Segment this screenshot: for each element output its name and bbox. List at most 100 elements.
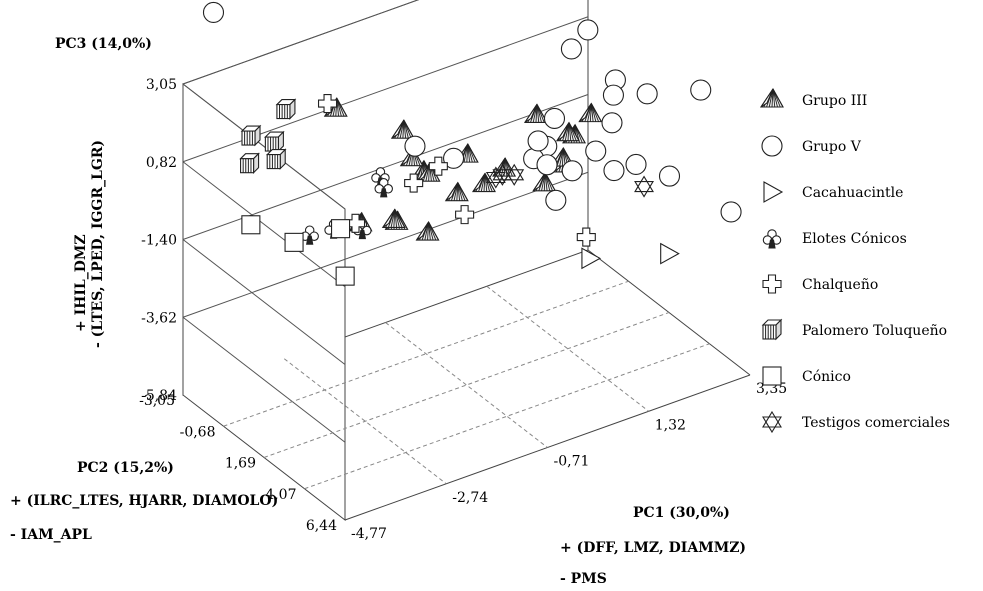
chart-legend: Grupo III Grupo V Cacahuacintle Elotes Cóni… xyxy=(759,87,950,434)
legend-marker-pyramid xyxy=(759,87,784,108)
pc2-tick-label: 4,07 xyxy=(265,487,296,503)
data-point-circle xyxy=(585,140,607,162)
pc2-tick-label: 1,69 xyxy=(225,456,256,472)
data-point-circle xyxy=(443,147,465,169)
legend-label: Grupo V xyxy=(802,139,862,155)
data-point-circle xyxy=(561,160,583,182)
pc1-tick-label: -0,71 xyxy=(554,454,590,470)
data-point-cube xyxy=(265,148,287,170)
pc1-tick-label: -4,77 xyxy=(351,526,387,542)
data-point-circle xyxy=(560,38,582,60)
data-point-cube xyxy=(239,152,260,175)
data-point-circle xyxy=(690,79,712,101)
pc3-tick-label: 3,05 xyxy=(146,77,177,93)
data-point-pyramid xyxy=(444,181,469,202)
floor-gridline xyxy=(304,343,710,490)
pc1-tick-label: -2,74 xyxy=(452,490,488,506)
floor-gridline xyxy=(385,322,548,448)
data-point-cross xyxy=(455,205,475,225)
data-point-circle xyxy=(603,160,625,182)
data-point-pyramid xyxy=(578,102,603,123)
pc3-tick-label: -1,40 xyxy=(141,233,177,249)
pc3-gridline xyxy=(182,0,420,85)
pc3-tick-label: -5,84 xyxy=(141,388,177,404)
legend-item: Grupo III xyxy=(759,87,867,109)
legend-label: Palomero Toluqueño xyxy=(802,323,947,339)
legend-label: Chalqueño xyxy=(802,277,878,293)
chart-axis-titles: PC3 (14,0%) + IHIL_DMZ - (LTES, LPED, IG… xyxy=(10,36,746,587)
data-point-circle xyxy=(577,19,599,41)
pc2-tick-label: 6,44 xyxy=(306,518,337,534)
floor-gridline xyxy=(263,312,670,458)
data-point-cross xyxy=(428,156,448,176)
floor-gridline xyxy=(223,280,629,427)
legend-label: Elotes Cónicos xyxy=(802,231,907,247)
data-point-cube xyxy=(264,130,285,153)
pc3-tick-label: 0,82 xyxy=(146,155,177,171)
data-point-circle xyxy=(527,130,549,152)
pc2-axis-label: PC2 (15,2%) xyxy=(77,460,174,476)
legend-marker-star6 xyxy=(762,410,782,434)
data-point-circle xyxy=(658,165,681,187)
data-point-circle xyxy=(636,83,658,105)
data-point-circle xyxy=(720,201,742,223)
data-point-circle xyxy=(536,154,558,176)
data-point-circle xyxy=(202,1,225,23)
data-point-cross xyxy=(404,173,424,193)
data-point-circle xyxy=(601,112,623,134)
data-point-pyramid xyxy=(415,221,440,241)
data-point-cross xyxy=(576,227,596,247)
data-point-square xyxy=(335,266,355,286)
pc1-tick-label: 1,32 xyxy=(655,417,686,433)
pc2-tick-label: -3,05 xyxy=(139,393,175,409)
data-point-pyramid xyxy=(390,119,415,139)
legend-item: Cacahuacintle xyxy=(763,181,903,203)
data-point-triangle-right xyxy=(660,242,680,265)
pc3-axis-sublabel-plus: + IHIL_DMZ xyxy=(73,234,89,332)
legend-label: Cónico xyxy=(802,369,851,385)
legend-item: Elotes Cónicos xyxy=(762,229,907,249)
legend-label: Cacahuacintle xyxy=(802,185,903,201)
data-point-cube xyxy=(275,98,297,120)
data-point-pyramid xyxy=(471,172,496,193)
data-point-cube xyxy=(240,124,262,147)
data-point-circle xyxy=(404,135,426,157)
data-point-circle xyxy=(625,153,647,176)
floor-gridline xyxy=(486,285,650,412)
pc3-gridline xyxy=(182,161,346,288)
pc3-gridline xyxy=(182,171,589,318)
legend-item: Palomero Toluqueño xyxy=(761,318,947,341)
data-point-triangle-right xyxy=(581,247,602,270)
legend-marker-circle xyxy=(761,135,783,157)
data-point-square xyxy=(331,219,351,239)
legend-item: Cónico xyxy=(762,366,851,386)
pc1-axis-sublabel-plus: + (DFF, LMZ, DIAMMZ) xyxy=(560,540,746,556)
pc3-axis-sublabel-minus: - (LTES, LPED, IGGR_LGR) xyxy=(90,140,106,348)
data-point-pyramid xyxy=(523,103,548,123)
pc3-axis-label: PC3 (14,0%) xyxy=(55,36,152,52)
pc2-axis-sublabel-minus: - IAM_APL xyxy=(10,527,92,543)
legend-label: Grupo III xyxy=(802,93,867,109)
data-point-circle xyxy=(543,107,566,129)
pc2-tick-label: -0,68 xyxy=(180,424,216,440)
chart-tick-labels: -5,84 -3,62 -1,40 0,82 3,05 -3,05 -0,68 1,69 4,0… xyxy=(139,77,787,542)
data-point-pyramid xyxy=(381,208,406,228)
floor-gridline xyxy=(283,358,447,485)
data-point-circle xyxy=(602,84,624,106)
data-point-star6 xyxy=(492,163,513,186)
chart-gridlines xyxy=(182,0,710,490)
data-point-square xyxy=(241,215,261,235)
pc2-axis-sublabel-plus: + (ILRC_LTES, HJARR, DIAMOLO) xyxy=(10,493,278,509)
pc1-axis-sublabel-minus: - PMS xyxy=(560,571,607,587)
pc3-gridline xyxy=(182,239,346,365)
legend-item: Grupo V xyxy=(761,135,862,157)
legend-marker-cross xyxy=(762,274,782,294)
data-point-pyramid xyxy=(555,121,580,142)
chart-data-points xyxy=(202,1,742,286)
data-point-star6 xyxy=(634,175,654,198)
data-point-pyramid xyxy=(532,171,557,192)
pc3-tick-label: -3,62 xyxy=(141,310,177,326)
legend-item: Chalqueño xyxy=(762,274,878,294)
legend-marker-triangle-right xyxy=(763,181,784,203)
